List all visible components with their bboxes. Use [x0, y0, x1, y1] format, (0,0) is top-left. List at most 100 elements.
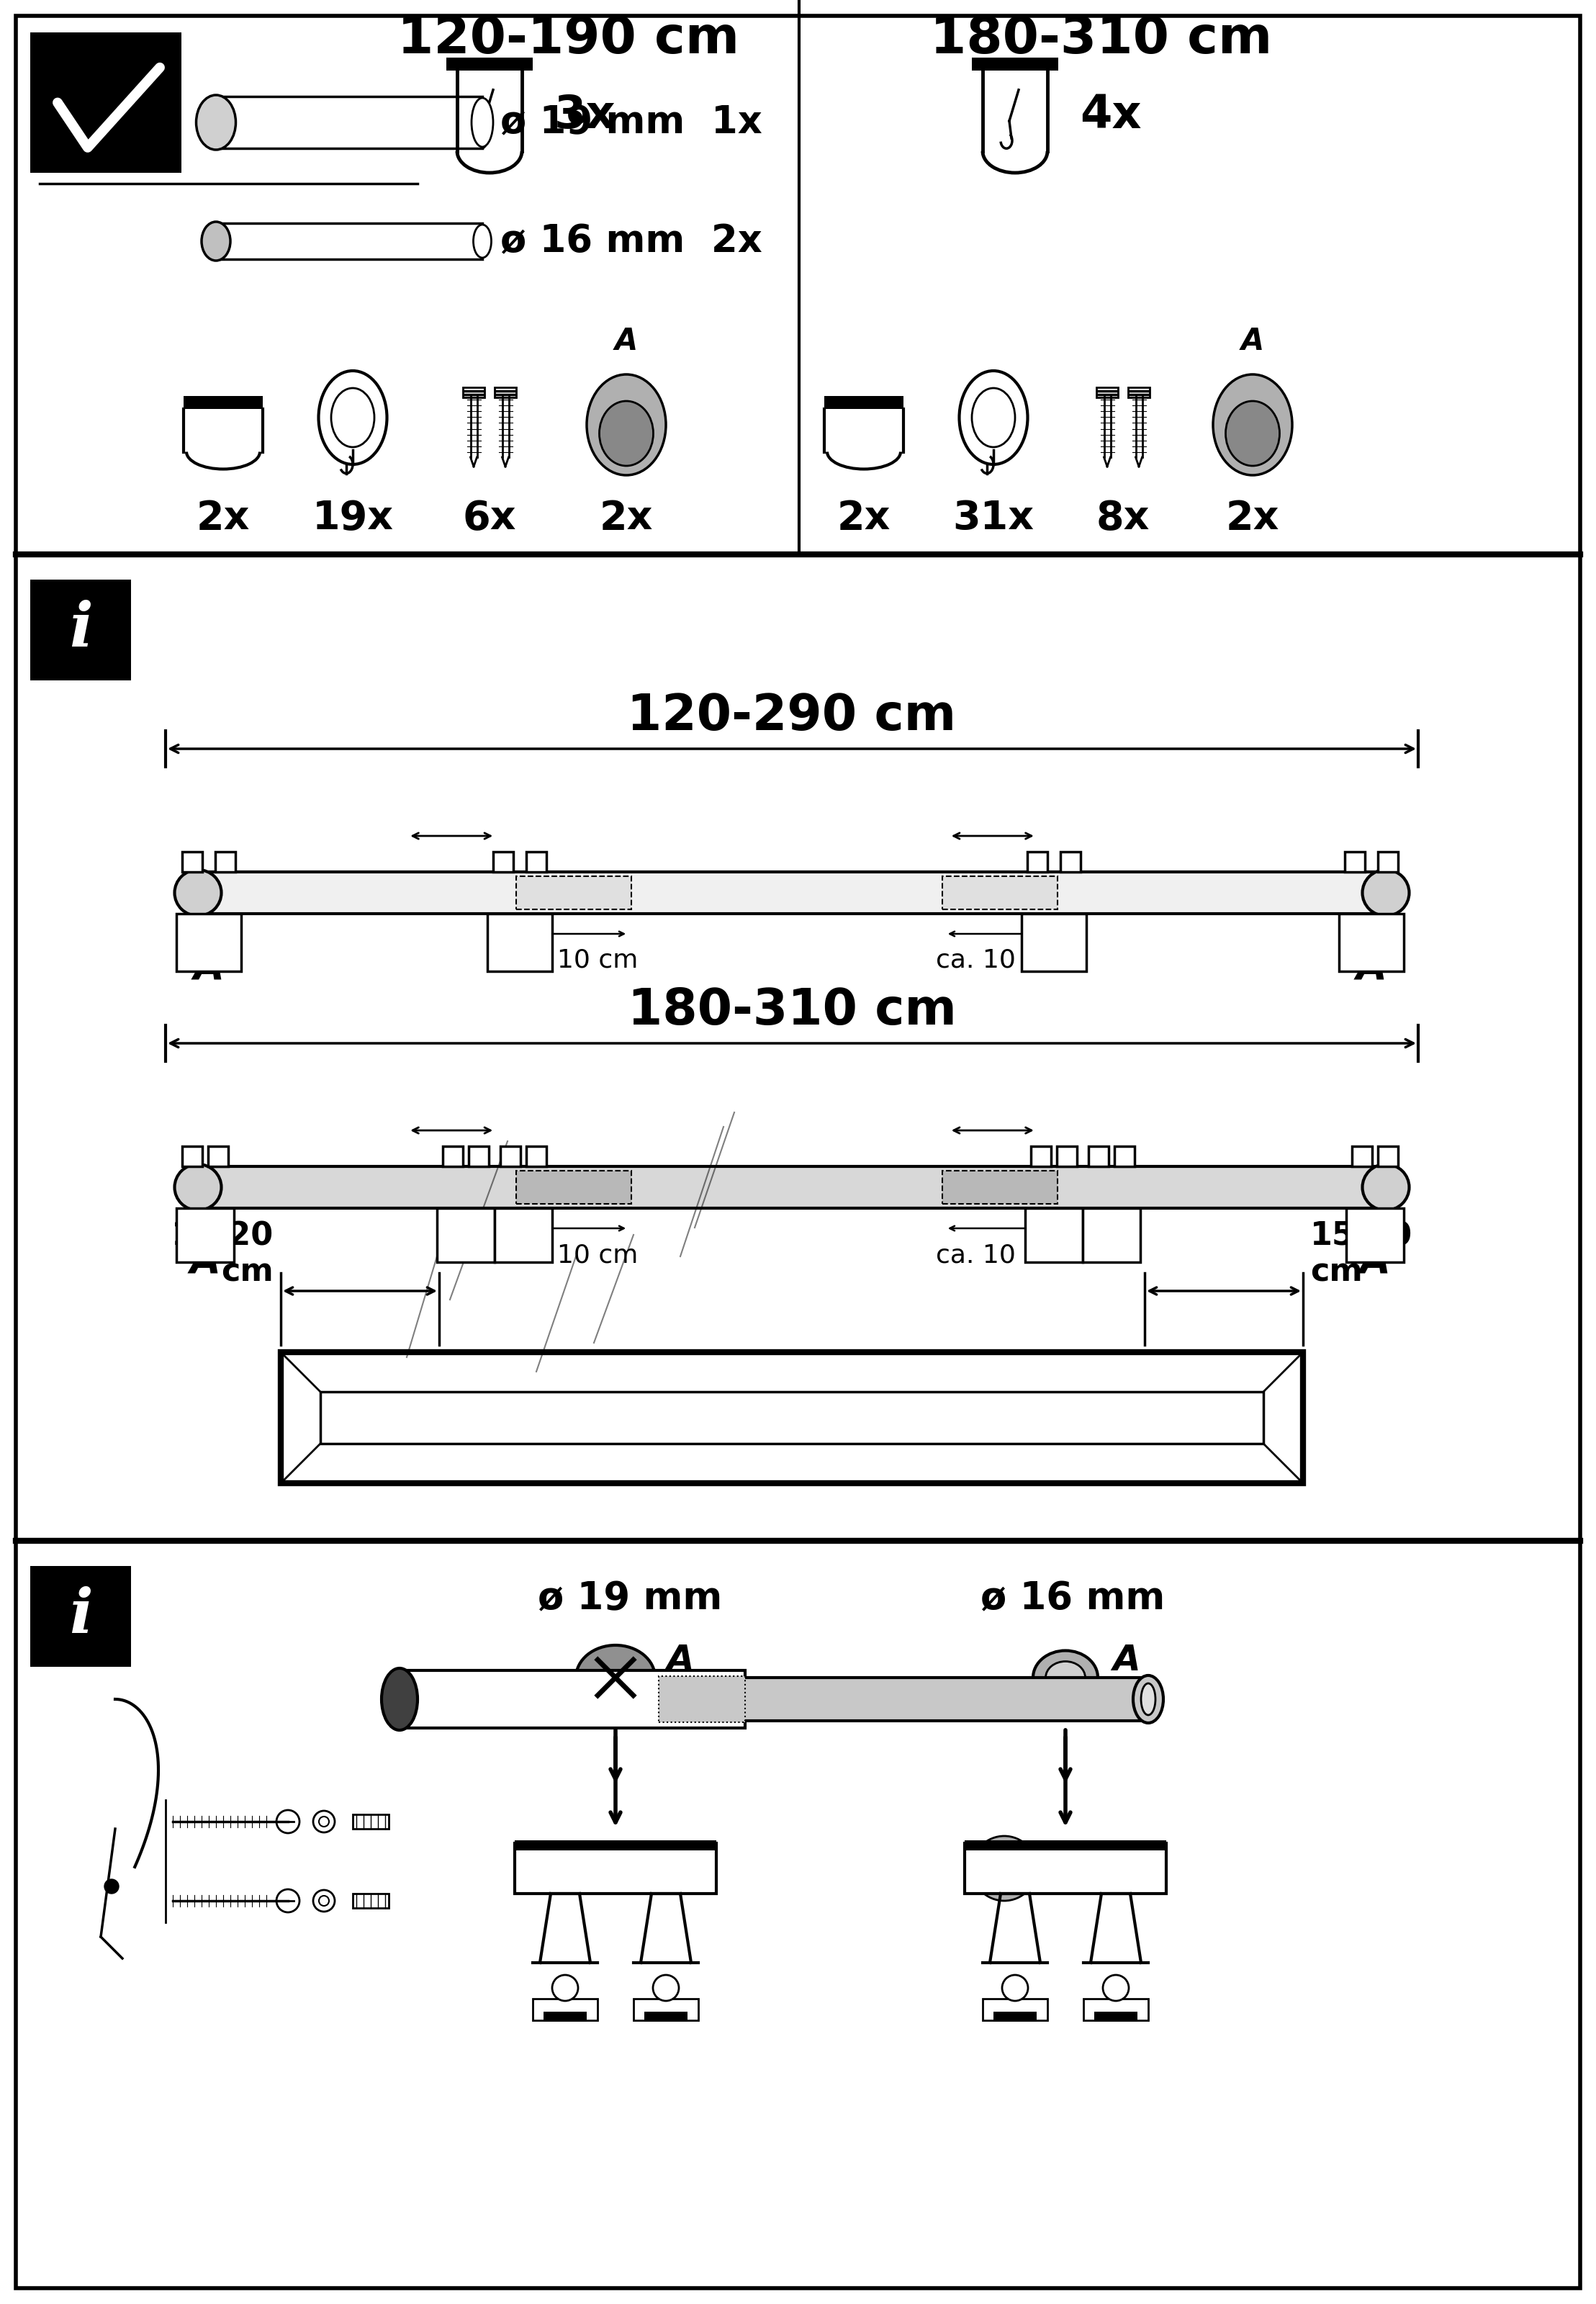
Text: 15-20
cm: 15-20 cm [171, 1221, 273, 1288]
Text: A: A [666, 1643, 694, 1677]
Bar [1060, 852, 1080, 871]
Bar [527, 1145, 546, 1166]
Ellipse shape [319, 371, 386, 465]
Bar [1095, 2011, 1138, 2021]
Bar [516, 1841, 717, 1850]
Ellipse shape [1363, 1164, 1409, 1210]
Bar [964, 1843, 1167, 1894]
Text: 2x: 2x [196, 500, 251, 537]
Bar [399, 1670, 745, 1728]
Bar [972, 58, 1058, 71]
Bar [964, 1841, 1167, 1850]
Ellipse shape [1133, 1675, 1163, 1723]
Bar [207, 1145, 228, 1166]
Bar [702, 1677, 1148, 1721]
Text: i: i [69, 1587, 93, 1647]
Circle shape [319, 1816, 329, 1827]
Bar [184, 396, 263, 408]
Text: 4x: 4x [1080, 92, 1141, 138]
Ellipse shape [474, 226, 492, 258]
Bar [469, 1145, 488, 1166]
Bar [1352, 1145, 1373, 1166]
Ellipse shape [196, 94, 236, 150]
Bar [463, 387, 485, 396]
Bar [1128, 387, 1149, 396]
Bar [495, 387, 516, 396]
Text: ca. 10 cm: ca. 10 cm [511, 1242, 638, 1267]
Text: ca. 10 cm: ca. 10 cm [935, 1242, 1063, 1267]
Text: A: A [614, 327, 638, 357]
Bar [634, 1998, 699, 2021]
Bar [353, 1816, 389, 1829]
Text: i: i [69, 599, 93, 659]
Bar [1021, 915, 1087, 972]
Text: 8x: 8x [1096, 500, 1149, 537]
Bar [544, 2011, 587, 2021]
Ellipse shape [1033, 1650, 1098, 1705]
Bar [1031, 1145, 1050, 1166]
Text: 3x: 3x [554, 92, 616, 138]
Bar [321, 1392, 1264, 1445]
Ellipse shape [174, 1164, 222, 1210]
Bar [516, 1843, 717, 1894]
Ellipse shape [381, 1668, 418, 1730]
Bar [645, 2011, 688, 2021]
Ellipse shape [471, 97, 493, 147]
Bar [1096, 387, 1117, 396]
Text: 180-310 cm: 180-310 cm [930, 14, 1272, 65]
Ellipse shape [587, 373, 666, 475]
Bar [30, 581, 131, 680]
Bar [533, 1998, 597, 2021]
Text: A: A [190, 1242, 220, 1281]
Bar [437, 1207, 495, 1263]
Bar [1082, 1207, 1140, 1263]
Ellipse shape [600, 401, 653, 465]
Bar [487, 915, 552, 972]
Bar [824, 396, 903, 408]
Text: 6x: 6x [463, 500, 517, 537]
Text: A: A [1357, 949, 1387, 986]
Bar [182, 852, 203, 871]
Bar [993, 2011, 1037, 2021]
Bar [281, 1352, 1302, 1484]
Bar [1377, 1145, 1398, 1166]
Bar [447, 58, 533, 71]
Bar [1088, 1145, 1109, 1166]
Text: A: A [1360, 1242, 1390, 1281]
Bar [942, 1170, 1058, 1203]
Ellipse shape [330, 387, 375, 447]
Ellipse shape [1045, 1661, 1085, 1693]
Bar [659, 1677, 745, 1723]
Text: ø 19 mm: ø 19 mm [538, 1581, 721, 1617]
Bar [527, 852, 546, 871]
Circle shape [276, 1889, 300, 1912]
Circle shape [1103, 1975, 1128, 2000]
Text: 120-190 cm: 120-190 cm [397, 14, 739, 65]
Circle shape [552, 1975, 578, 2000]
Bar [30, 32, 182, 173]
Ellipse shape [1363, 869, 1409, 915]
Bar [517, 876, 632, 910]
Circle shape [653, 1975, 678, 2000]
Bar [1025, 1207, 1082, 1263]
Ellipse shape [201, 221, 230, 260]
Bar [1345, 1207, 1404, 1263]
Bar [215, 852, 235, 871]
Text: A: A [1112, 1643, 1140, 1677]
Circle shape [313, 1811, 335, 1832]
Text: ca. 10 cm: ca. 10 cm [935, 949, 1063, 972]
Bar [182, 1145, 203, 1166]
Bar [177, 915, 241, 972]
Text: ø 19 mm  1x: ø 19 mm 1x [500, 104, 763, 141]
Ellipse shape [959, 371, 1028, 465]
Ellipse shape [174, 869, 222, 915]
Text: 2x: 2x [1226, 500, 1280, 537]
Ellipse shape [1213, 373, 1293, 475]
Bar [215, 223, 482, 258]
Text: ca. 10 cm: ca. 10 cm [511, 949, 638, 972]
Ellipse shape [972, 1836, 1037, 1901]
Bar [1057, 1145, 1077, 1166]
Bar [495, 1207, 552, 1263]
Text: 19x: 19x [313, 500, 394, 537]
Bar [1028, 852, 1047, 871]
